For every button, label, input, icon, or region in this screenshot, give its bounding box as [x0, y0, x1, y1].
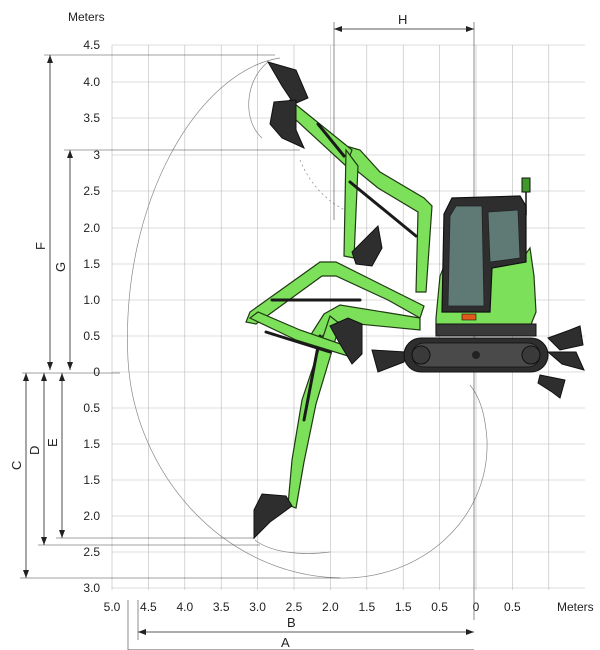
excavator — [245, 61, 585, 540]
x-tick-label: 5.0 — [104, 600, 121, 614]
roller — [472, 351, 480, 359]
y-tick-label: 1.5 — [83, 437, 100, 451]
arm-pose-low — [253, 304, 421, 540]
dozer-blade-positions — [371, 325, 585, 399]
dim-D-arrow-bottom — [41, 537, 47, 545]
upper-structure — [435, 177, 537, 337]
x-tick-label: 3.5 — [213, 600, 230, 614]
y-tick-label: 2.0 — [83, 509, 100, 523]
dim-D-label: D — [27, 446, 42, 455]
dozer-blade-front — [371, 349, 406, 373]
dozer-blade-rear-level — [546, 351, 585, 371]
boom-cylinder-high — [348, 180, 418, 238]
y-tick-label: 0.5 — [83, 401, 100, 415]
cab-window-front — [447, 205, 485, 307]
dim-C-arrow-top — [23, 373, 29, 381]
dim-E-arrow-bottom — [59, 530, 65, 538]
arm-pose-high — [266, 61, 433, 293]
beacon-light — [521, 177, 531, 193]
bucket-low — [253, 493, 293, 540]
arm-cylinder-mid — [264, 330, 332, 354]
x-tick-label: 2.5 — [286, 600, 303, 614]
arm-pose-mid — [245, 261, 425, 365]
dim-A-label: A — [281, 635, 290, 650]
dozer-blade-rear-up — [547, 325, 584, 351]
dim-C-label: C — [9, 461, 24, 470]
y-tick-label: 2.5 — [83, 545, 100, 559]
x-tick-label: 1.5 — [358, 600, 375, 614]
bucket-high-mid — [269, 99, 305, 149]
x-units-label: Meters — [557, 600, 594, 614]
dim-B-arrow-right — [466, 629, 474, 635]
dimension-lines: H F G C D E — [9, 12, 475, 650]
arm-high-lower — [343, 148, 359, 259]
x-tick-label: 0.5 — [504, 600, 521, 614]
y-tick-label: 2.0 — [83, 221, 100, 235]
dim-B-label: B — [287, 615, 296, 630]
dim-H-label: H — [398, 12, 407, 27]
x-tick-label: 0.5 — [431, 600, 448, 614]
dim-F-label: F — [33, 242, 48, 250]
x-ticks: 5.0 4.5 4.0 3.5 3.0 2.5 2.0 1.5 1.5 0.5 0 0.5 — [104, 600, 521, 614]
sprocket-wheel — [521, 345, 541, 365]
dim-B-arrow-left — [138, 629, 146, 635]
x-tick-label: 0 — [473, 600, 480, 614]
y-tick-label: 1.0 — [83, 293, 100, 307]
idler-wheel — [411, 345, 431, 365]
y-ticks-below-ground: 0.5 1.5 1.5 2.0 2.5 3.0 — [83, 401, 100, 595]
dim-F-arrow-bottom — [47, 362, 53, 370]
bucket-high-top — [266, 61, 309, 105]
lower-dig-arc — [254, 539, 331, 554]
upper-swing-arc — [248, 61, 269, 139]
dim-D-arrow-top — [41, 373, 47, 381]
dim-H-arrow-left — [334, 26, 342, 32]
y-tick-label: 1.5 — [83, 473, 100, 487]
inner-arc — [299, 159, 351, 213]
y-units-label: Meters — [68, 10, 105, 24]
y-tick-label: 3.5 — [83, 111, 100, 125]
y-tick-label: 3.0 — [83, 581, 100, 595]
x-tick-label: 1.5 — [395, 600, 412, 614]
y-ticks-above-ground: 4.5 4.0 3.5 3 2.5 2.0 1.5 1.0 0.5 0 — [83, 38, 100, 379]
bucket-mid — [329, 317, 363, 365]
dim-G-arrow-bottom — [67, 362, 73, 370]
dim-E-label: E — [45, 438, 60, 447]
dim-C-arrow-bottom — [23, 570, 29, 578]
y-tick-label: 4.0 — [83, 75, 100, 89]
x-tick-label: 4.5 — [140, 600, 157, 614]
x-tick-label: 3.0 — [249, 600, 266, 614]
y-tick-label: 3 — [93, 148, 100, 162]
reach-envelope — [127, 57, 488, 579]
dim-F-arrow-top — [47, 55, 53, 63]
dozer-blade-rear-down — [537, 374, 566, 399]
y-tick-label: 4.5 — [83, 38, 100, 52]
outer-reach-arc — [127, 57, 488, 579]
x-tick-label: 2.0 — [322, 600, 339, 614]
dim-E-arrow-top — [59, 373, 65, 381]
x-tick-label: 4.0 — [176, 600, 193, 614]
y-tick-label: 0.5 — [83, 329, 100, 343]
body-stripe — [461, 313, 477, 321]
arm-cylinder-low — [302, 334, 322, 422]
y-tick-label: 1.5 — [83, 257, 100, 271]
dim-G-arrow-top — [67, 150, 73, 158]
arm-cylinder-high — [316, 122, 346, 158]
counterweight-base — [435, 323, 537, 337]
y-tick-label: 2.5 — [83, 184, 100, 198]
undercarriage — [403, 337, 549, 373]
dim-H-arrow-right — [466, 26, 474, 32]
bucket-mid-hang — [351, 224, 383, 267]
cab-window-side — [487, 209, 521, 263]
y-tick-label: 0 — [93, 365, 100, 379]
dim-G-label: G — [53, 262, 68, 272]
